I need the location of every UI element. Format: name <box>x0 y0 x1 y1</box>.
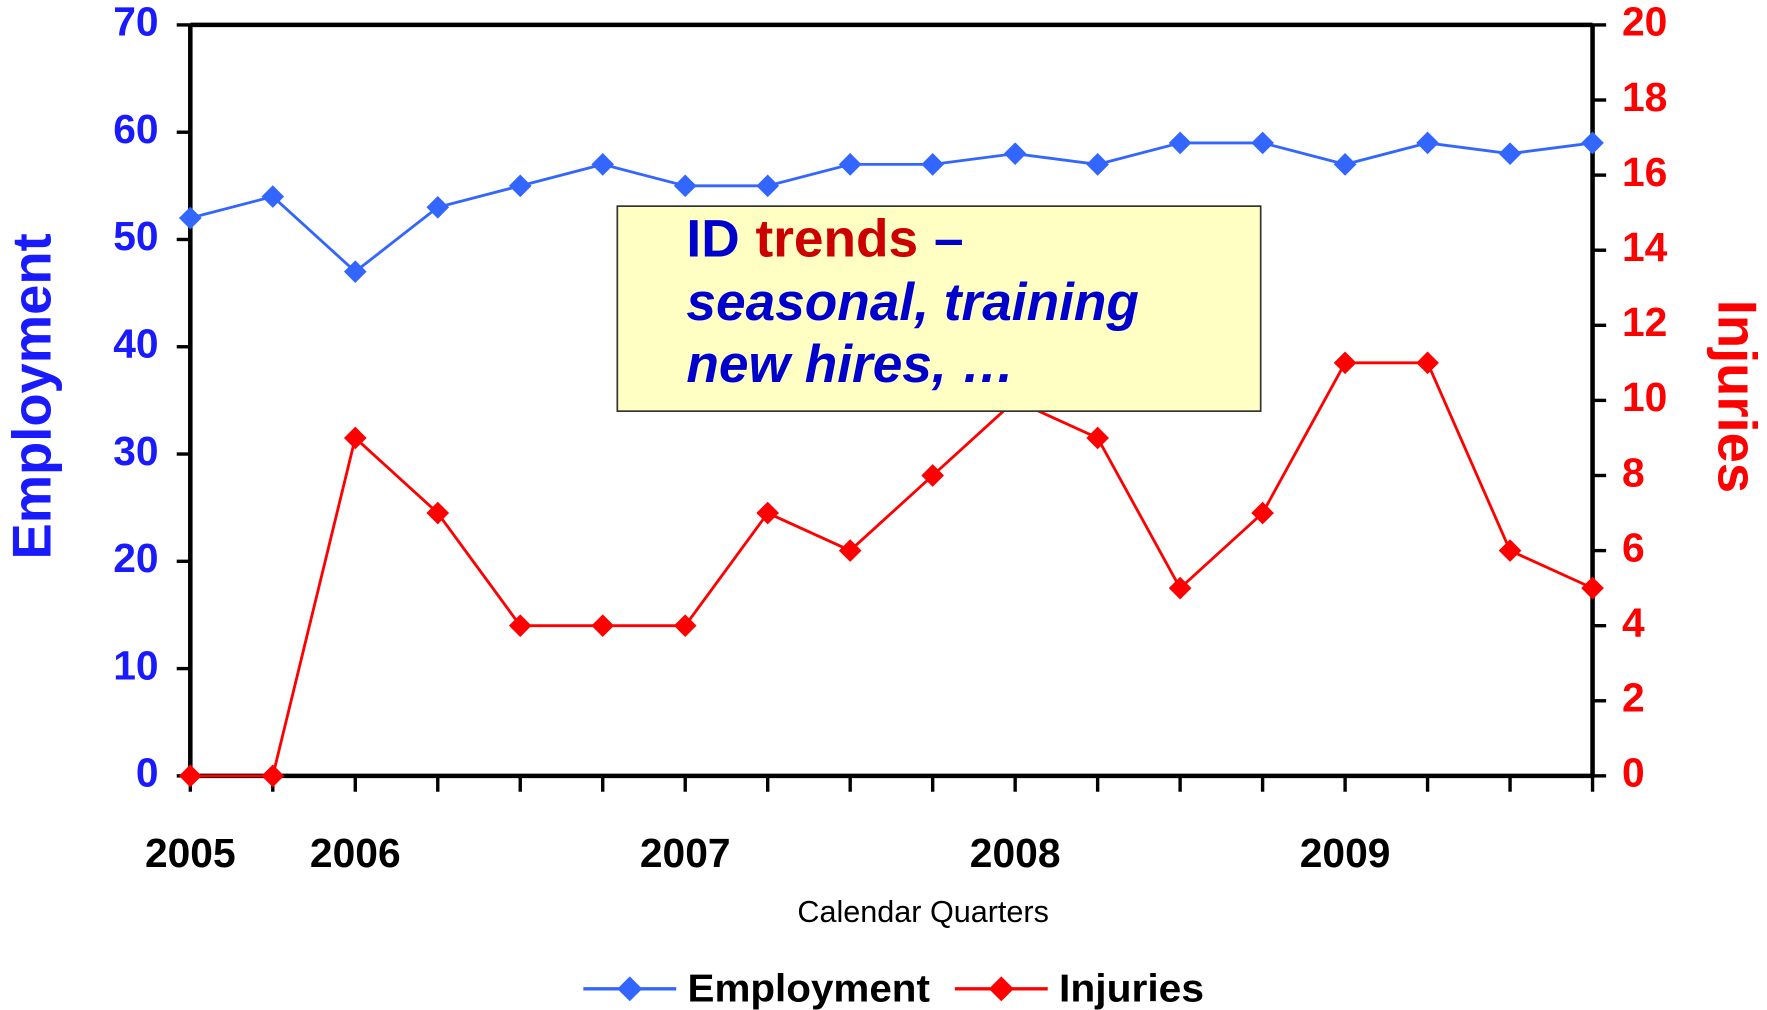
x-tick-label: 2005 <box>145 830 236 876</box>
y2-tick-label: 18 <box>1622 74 1667 120</box>
y2-tick-label: 0 <box>1622 750 1645 796</box>
legend-label: Employment <box>688 967 931 1010</box>
annotation-line: ID trends – <box>686 209 963 268</box>
y2-tick-label: 16 <box>1622 149 1667 195</box>
y2-tick-label: 4 <box>1622 599 1645 645</box>
x-tick-label: 2006 <box>310 830 401 876</box>
data-point <box>1498 142 1522 165</box>
annotation-line: new hires, … <box>686 335 1014 394</box>
annotation-box <box>616 205 1262 413</box>
x-tick-label: 2007 <box>640 830 731 876</box>
x-tick-label: 2009 <box>1300 830 1391 876</box>
legend-marker <box>988 976 1014 1002</box>
data-point <box>1251 501 1274 525</box>
data-point <box>1581 576 1604 600</box>
y-tick-label: 70 <box>113 0 158 45</box>
y2-tick-label: 2 <box>1622 675 1645 721</box>
y-tick-label: 30 <box>113 428 158 474</box>
legend-label: Injuries <box>1059 967 1204 1010</box>
data-point <box>838 153 862 176</box>
y-tick-label: 40 <box>113 321 158 367</box>
data-point <box>261 185 285 208</box>
data-point <box>591 614 615 638</box>
y2-tick-label: 20 <box>1622 0 1667 45</box>
y-axis-title: Employment <box>2 233 63 559</box>
data-point <box>1168 576 1192 600</box>
legend-marker <box>617 976 643 1002</box>
data-point <box>178 764 202 788</box>
x-axis-title: Calendar Quarters <box>797 895 1049 929</box>
data-point <box>1416 351 1439 375</box>
y2-tick-label: 8 <box>1622 449 1645 495</box>
data-point <box>921 464 944 487</box>
data-point <box>1251 131 1274 155</box>
data-point <box>508 614 532 638</box>
data-point <box>1333 153 1357 176</box>
y2-tick-label: 14 <box>1622 224 1668 270</box>
annotation-text: ID <box>686 209 739 268</box>
data-point <box>756 501 780 525</box>
y2-axis-title: Injuries <box>1707 300 1767 493</box>
y-tick-label: 20 <box>113 535 158 581</box>
data-point <box>1168 131 1192 155</box>
data-point <box>261 764 285 788</box>
y2-tick-label: 10 <box>1622 374 1667 420</box>
data-point <box>426 501 450 525</box>
data-point <box>178 206 202 230</box>
data-point <box>1086 153 1109 176</box>
y-tick-label: 60 <box>113 106 158 152</box>
data-point <box>756 174 780 198</box>
annotation-text: trends <box>755 209 918 268</box>
data-point <box>1581 131 1604 155</box>
data-point <box>1416 131 1439 155</box>
data-point <box>591 153 615 176</box>
annotation-text: – <box>934 209 964 268</box>
y2-tick-label: 12 <box>1622 299 1667 345</box>
data-point <box>343 426 367 450</box>
data-point <box>1498 539 1522 562</box>
y-tick-label: 50 <box>113 213 158 259</box>
data-point <box>921 153 944 176</box>
y2-tick-label: 6 <box>1622 524 1645 570</box>
y-tick-label: 0 <box>136 750 159 796</box>
annotation-line: seasonal, training <box>686 273 1139 332</box>
data-point <box>508 174 532 198</box>
data-point <box>1333 351 1357 375</box>
series-line <box>190 361 1594 778</box>
data-point <box>673 614 697 638</box>
data-point <box>426 195 450 219</box>
data-point <box>673 174 697 198</box>
y-tick-label: 10 <box>113 642 158 688</box>
series-line <box>189 141 1593 274</box>
x-tick-label: 2008 <box>970 830 1061 876</box>
data-point <box>1086 426 1109 450</box>
data-point <box>1003 142 1027 165</box>
